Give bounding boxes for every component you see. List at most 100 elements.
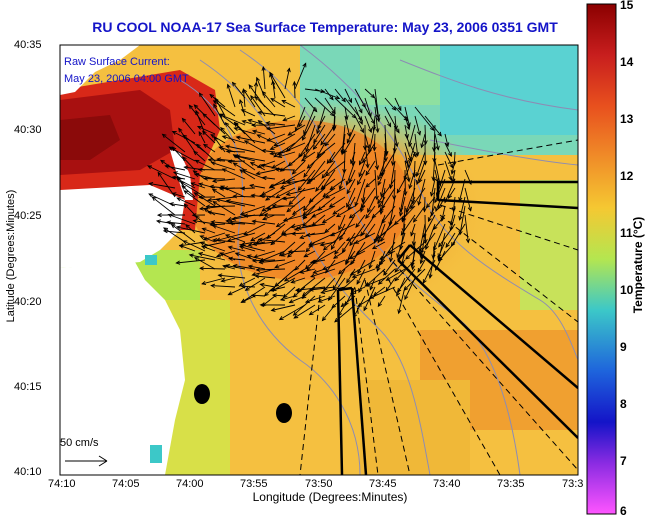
current-vector-head — [294, 265, 300, 271]
current-vector — [241, 285, 256, 288]
current-vector-head — [346, 278, 351, 284]
current-vector-head — [155, 219, 161, 224]
current-vector-head — [320, 289, 326, 294]
current-vector — [394, 259, 406, 273]
current-vector — [239, 277, 256, 287]
current-vector — [452, 196, 456, 212]
current-vector-head — [220, 126, 225, 132]
current-vector-head — [221, 168, 227, 173]
current-vector — [225, 234, 246, 243]
current-vector — [191, 182, 206, 189]
current-vector-head — [287, 249, 293, 254]
current-vector-head — [346, 202, 350, 208]
current-vector — [374, 232, 386, 241]
current-vector — [241, 109, 256, 117]
current-vector-head — [224, 263, 230, 269]
current-vector-head — [227, 159, 233, 164]
current-vector — [248, 241, 276, 246]
current-vector-head — [161, 133, 167, 139]
current-vector-head — [194, 159, 200, 164]
current-vector — [272, 81, 276, 99]
current-vector — [393, 169, 396, 200]
current-vector-head — [269, 151, 275, 156]
current-vector — [374, 151, 378, 170]
current-vector — [270, 178, 296, 188]
current-vector — [287, 124, 306, 136]
current-vector — [357, 259, 366, 274]
current-vector-head — [191, 213, 197, 218]
colorbar-tick: 13 — [620, 112, 634, 126]
current-vector — [320, 178, 336, 190]
current-vector — [286, 196, 306, 213]
current-vector-head — [365, 214, 370, 220]
current-vector — [202, 228, 216, 234]
current-vector-head — [357, 180, 362, 186]
current-vector — [322, 259, 346, 270]
current-vector — [384, 97, 396, 111]
current-vector-head — [264, 196, 270, 201]
current-vector-head — [341, 247, 347, 253]
current-vector-head — [299, 234, 305, 240]
current-vector-head — [239, 245, 245, 250]
current-vector — [261, 187, 276, 196]
current-vector-head — [305, 232, 311, 238]
current-vector-head — [394, 276, 400, 282]
current-vector-head — [297, 186, 302, 192]
current-vector-head — [303, 130, 308, 136]
current-vector-head — [329, 111, 335, 117]
current-vector — [405, 187, 416, 213]
current-vector — [369, 250, 376, 269]
current-vector — [434, 133, 439, 150]
current-vector-head — [259, 302, 265, 308]
current-vector — [162, 133, 186, 153]
current-vector — [329, 196, 346, 208]
current-vector-head — [176, 197, 182, 202]
current-vector-head — [227, 291, 233, 296]
current-vector-head — [429, 191, 435, 197]
current-vector-head — [266, 234, 272, 240]
current-vector — [227, 232, 256, 242]
current-vector-head — [257, 110, 263, 115]
current-vector-head — [437, 204, 443, 210]
current-vector-head — [306, 179, 312, 185]
current-vector-head — [273, 153, 279, 158]
current-vector — [324, 97, 336, 114]
current-vector — [377, 178, 396, 204]
current-vector-head — [212, 238, 218, 243]
current-vector — [414, 106, 435, 131]
current-vector — [152, 196, 176, 216]
current-vector — [444, 151, 454, 168]
current-vector-head — [396, 291, 401, 297]
current-vector — [438, 196, 446, 209]
current-vector-head — [288, 200, 294, 206]
current-vector — [378, 241, 396, 266]
current-vector-head — [356, 279, 361, 285]
current-vector — [362, 142, 376, 163]
current-vector — [394, 259, 416, 282]
current-vector-head — [308, 287, 314, 292]
current-vector-head — [348, 178, 353, 184]
current-vector — [241, 295, 256, 303]
current-vector — [309, 304, 326, 316]
current-vector-head — [209, 184, 215, 189]
current-vector-head — [171, 131, 177, 135]
current-vector — [272, 294, 286, 297]
current-vector-head — [247, 242, 253, 247]
current-vector-head — [261, 148, 267, 153]
current-vector-head — [365, 183, 370, 188]
colorbar-tick: 12 — [620, 169, 634, 183]
current-vector — [195, 110, 206, 135]
current-vector — [255, 275, 276, 279]
current-vector-head — [226, 83, 231, 89]
current-vector — [426, 196, 436, 208]
current-vector-head — [374, 165, 380, 171]
current-vector-head — [387, 122, 392, 128]
current-vector — [195, 159, 216, 171]
current-vector-head — [201, 130, 207, 136]
sst-field — [60, 45, 578, 475]
current-vector — [258, 238, 286, 243]
current-vector-head — [292, 311, 298, 316]
current-vector-head — [445, 243, 450, 248]
current-vector-head — [291, 210, 297, 215]
current-vector — [236, 136, 266, 144]
